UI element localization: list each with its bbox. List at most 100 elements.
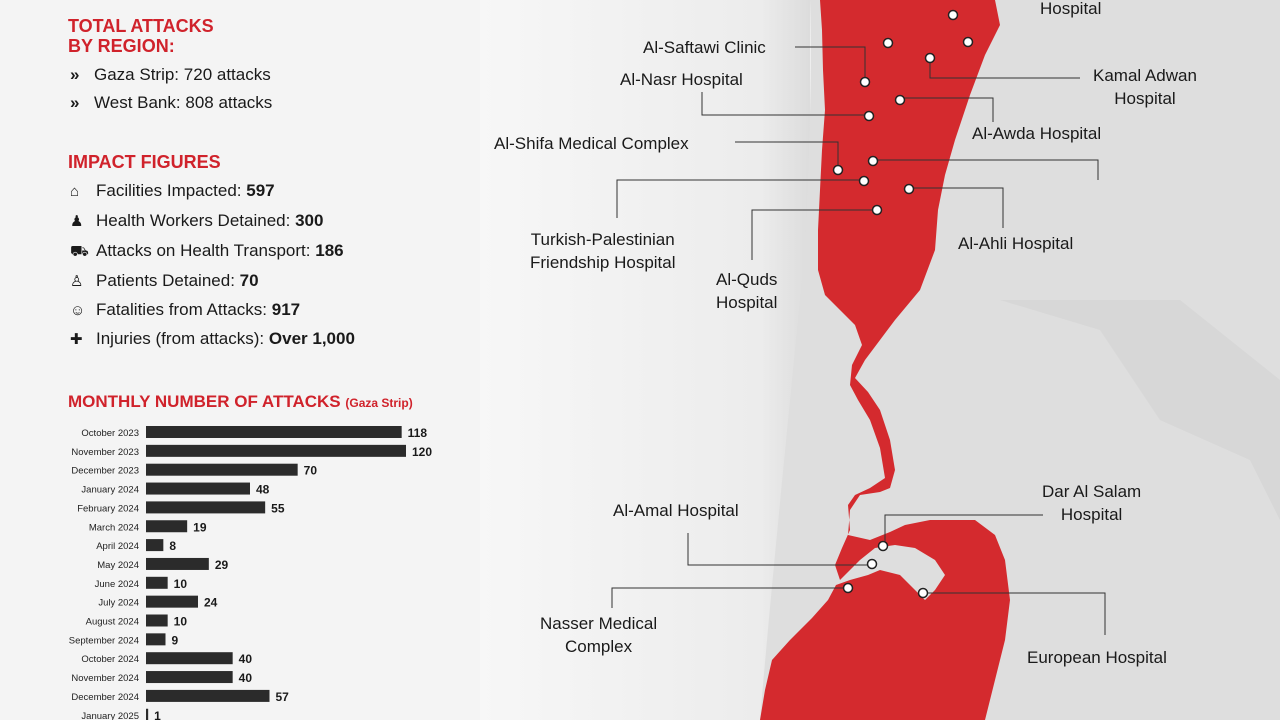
region-title-line2: BY REGION: [68,36,175,56]
category-label: July 2024 [98,598,139,609]
value-label: 10 [174,577,188,591]
value-label: 55 [271,501,285,515]
worker-icon: ♟ [70,213,84,230]
category-label: November 2024 [71,673,139,684]
value-label: 8 [169,539,176,553]
region-row-west-bank: » West Bank: 808 attacks [70,93,272,113]
chevron-double-right-icon: » [70,65,80,84]
bar [146,671,233,684]
label-european: European Hospital [1027,648,1167,667]
impact-value: 70 [239,271,259,290]
region-label: Gaza Strip: [94,65,180,84]
category-label: April 2024 [96,541,139,552]
value-label: 48 [256,483,270,497]
impact-label: Attacks on Health Transport: [96,241,311,260]
region-value: 808 attacks [185,93,273,112]
category-label: August 2024 [86,617,139,628]
category-label: November 2023 [71,447,139,458]
impact-row: ⌂ Facilities Impacted: 597 [70,181,275,202]
label-al-amal: Al-Amal Hospital [613,501,739,520]
region-row-gaza: » Gaza Strip: 720 attacks [70,65,271,85]
label-turkish: Turkish-Palestinian Friendship Hospital [530,230,676,272]
chevron-double-right-icon: » [70,93,80,112]
land-texture [1000,300,1280,520]
region-title-line1: TOTAL ATTACKS [68,16,214,36]
ambulance-icon: ⛟ [70,243,89,260]
impact-label: Patients Detained: [96,271,235,290]
label-al-ahli: Al-Ahli Hospital [958,234,1074,253]
bar [146,444,406,457]
label-kamal-adwan: Kamal Adwan Hospital [1093,66,1197,108]
sea-area [480,0,810,720]
bar [146,689,270,702]
value-label: 24 [204,596,218,610]
category-label: September 2024 [69,635,139,646]
people-icon: ☺ [70,302,86,319]
monthly-attacks-chart: October 2023 118 November 2023 120 December … [69,426,432,720]
region-value: 720 attacks [183,65,271,84]
impact-label: Facilities Impacted: [96,181,242,200]
bar [146,652,233,665]
impact-row: ⛟ Attacks on Health Transport: 186 [70,241,344,262]
label-dar-al-salam: Dar Al Salam Hospital [1042,482,1142,524]
impact-value: 186 [315,241,344,260]
impact-value: 917 [271,300,301,319]
hospital-icon: ⌂ [70,183,80,200]
bar [146,614,168,627]
impact-label: Fatalities from Attacks: [96,300,267,319]
region-label: West Bank: [94,93,181,112]
category-label: January 2024 [81,485,139,496]
category-label: June 2024 [95,579,139,590]
category-label: October 2023 [81,428,139,439]
impact-value: 300 [295,211,324,230]
value-label: 57 [276,690,290,704]
bar [146,708,149,720]
value-label: 40 [239,652,253,666]
value-label: 70 [304,464,318,478]
label-al-shifa: Al-Shifa Medical Complex [494,134,689,153]
value-label: 118 [408,426,428,440]
bar [146,482,250,495]
impact-label: Injuries (from attacks): [96,329,265,348]
impact-row: ✚ Injuries (from attacks): Over 1,000 [70,329,355,350]
bar [146,633,166,646]
map-leader-lines [611,46,1106,635]
value-label: 19 [193,520,207,534]
bar [146,520,188,533]
bar [146,557,209,570]
hospital-markers [832,9,974,599]
value-label: 10 [174,615,188,629]
impact-value: Over 1,000 [268,329,355,348]
label-nasser: Nasser Medical Complex [540,614,658,656]
impact-row: ♟ Health Workers Detained: 300 [70,211,323,232]
bar [146,426,402,438]
impact-row: ☺ Fatalities from Attacks: 917 [70,300,300,321]
bar [146,595,198,608]
category-label: February 2024 [77,503,139,514]
label-al-awda: Al-Awda Hospital [972,124,1102,143]
chart-subtitle: (Gaza Strip) [345,396,413,410]
label-al-saftawi: Al-Saftawi Clinic [643,38,766,57]
category-label: January 2025 [81,711,139,720]
impact-label: Health Workers Detained: [96,211,291,230]
region-title: TOTAL ATTACKS BY REGION: [68,16,214,56]
value-label: 29 [215,558,229,572]
bar [146,463,298,476]
bar [146,576,168,589]
value-label: 120 [412,445,432,459]
chart-title: MONTHLY NUMBER OF ATTACKS (Gaza Strip) [68,392,413,412]
category-label: October 2024 [81,654,139,665]
patient-icon: ♙ [70,273,84,290]
category-label: March 2024 [89,522,139,533]
label-hospital-top: Hospital [1040,0,1102,18]
value-label: 40 [239,671,253,685]
category-label: December 2024 [71,692,139,703]
bar [146,501,266,514]
category-label: December 2023 [71,466,139,477]
label-al-nasr: Al-Nasr Hospital [620,70,743,89]
impact-row: ♙ Patients Detained: 70 [70,271,259,292]
impact-value: 597 [246,181,275,200]
impact-title: IMPACT FIGURES [68,152,221,172]
label-al-quds: Al-Quds Hospital [716,270,778,312]
